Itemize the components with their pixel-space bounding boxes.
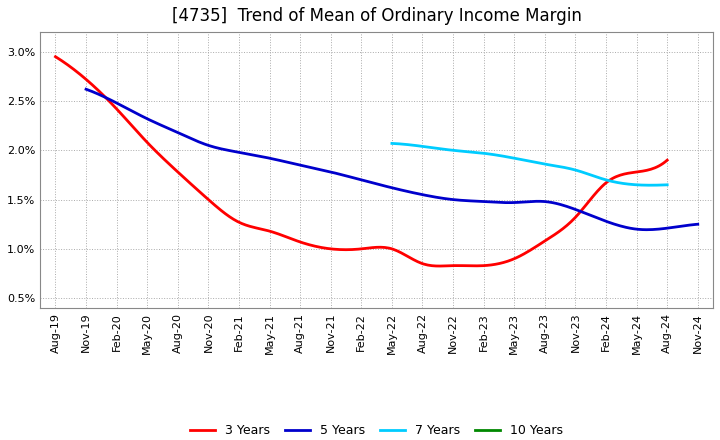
Line: 3 Years: 3 Years — [55, 57, 667, 266]
3 Years — [413, 259, 422, 264]
Line: 7 Years: 7 Years — [392, 143, 667, 185]
7 Years — [551, 163, 559, 169]
Line: 5 Years: 5 Years — [86, 89, 698, 230]
7 Years — [556, 164, 564, 169]
3 Years — [663, 158, 672, 163]
3 Years — [415, 260, 424, 265]
3 Years — [608, 176, 616, 181]
5 Years — [636, 227, 645, 232]
3 Years — [436, 264, 444, 269]
7 Years — [647, 183, 655, 188]
Title: [4735]  Trend of Mean of Ordinary Income Margin: [4735] Trend of Mean of Ordinary Income … — [171, 7, 582, 25]
5 Years — [82, 87, 91, 92]
3 Years — [426, 263, 434, 268]
5 Years — [598, 217, 606, 222]
7 Years — [552, 163, 560, 169]
7 Years — [620, 181, 629, 186]
7 Years — [637, 183, 646, 188]
7 Years — [387, 141, 396, 146]
3 Years — [51, 54, 60, 59]
5 Years — [642, 227, 651, 232]
5 Years — [446, 197, 454, 202]
5 Years — [456, 198, 465, 203]
5 Years — [693, 222, 702, 227]
Legend: 3 Years, 5 Years, 7 Years, 10 Years: 3 Years, 5 Years, 7 Years, 10 Years — [185, 419, 568, 440]
3 Years — [569, 217, 577, 222]
5 Years — [84, 87, 92, 92]
5 Years — [444, 196, 452, 202]
3 Years — [53, 55, 62, 61]
7 Years — [663, 182, 672, 187]
7 Years — [389, 141, 397, 146]
